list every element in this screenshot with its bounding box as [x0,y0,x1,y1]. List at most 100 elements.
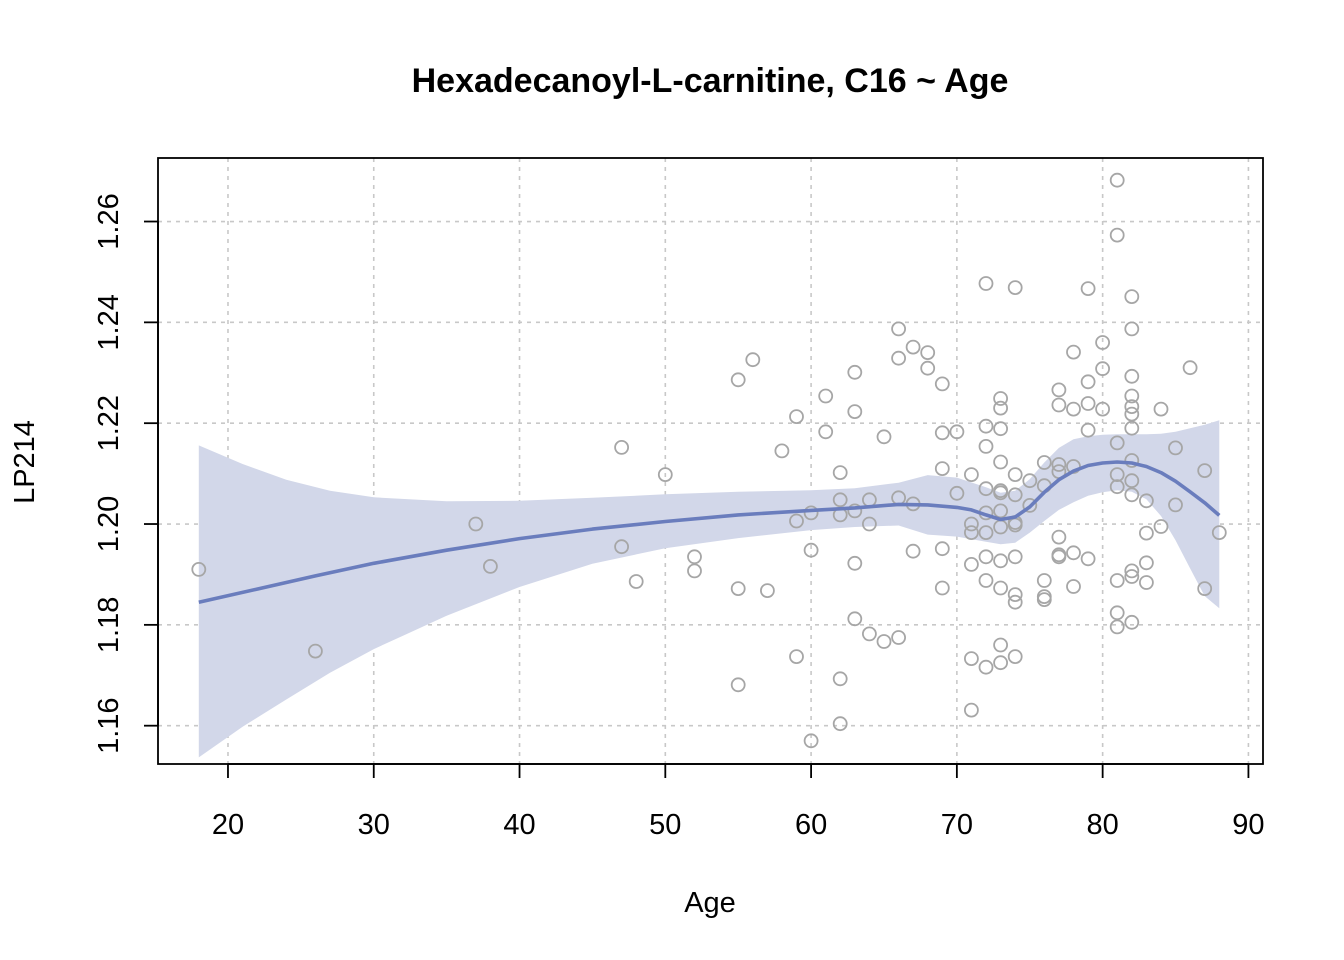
data-point [307,643,323,659]
data-point [803,505,819,521]
data-point [993,637,1008,653]
data-point [1109,573,1125,588]
data-point [1051,549,1067,565]
data-point [1007,467,1023,483]
data-point [1051,397,1067,413]
data-point [832,716,848,732]
data-point [964,516,979,532]
data-point [1080,374,1096,390]
data-point [1124,569,1140,584]
data-point [978,438,994,454]
data-point [993,485,1008,501]
data-point [1080,422,1096,438]
data-point [891,350,906,366]
y-tick-label: 1.16 [93,697,125,753]
data-point [1124,473,1140,489]
data-point [730,581,746,596]
data-point [1080,551,1096,567]
data-point [1124,289,1140,305]
data-point [876,429,892,445]
data-point [789,513,804,529]
data-point [993,655,1008,671]
data-point [1007,549,1023,565]
data-point [905,543,921,559]
y-axis: 1.16 1.18 1.20 1.22 1.24 1.26 [93,193,159,754]
data-point [862,626,877,642]
data-point [993,391,1008,406]
data-point [1211,525,1227,540]
x-tick-label: 80 [1087,809,1119,841]
data-point [1153,401,1169,417]
data-point [1007,280,1023,296]
data-point [847,404,863,420]
data-point [789,409,804,425]
data-point [934,541,950,557]
chart-title: Hexadecanoyl-L-carnitine, C16 ~ Age [412,62,1009,100]
y-tick-label: 1.22 [93,395,125,451]
data-point [818,388,834,404]
data-point [1007,649,1023,664]
data-point [934,376,950,392]
points-layer [191,172,1227,749]
x-axis-label: Age [684,887,736,919]
data-point [1124,614,1140,630]
data-point [964,467,979,483]
data-point [1066,545,1081,561]
x-tick-label: 30 [358,809,390,841]
data-point [628,574,644,589]
data-point [1051,457,1067,472]
data-point [876,634,892,649]
data-point [993,580,1008,596]
data-point [614,539,629,555]
data-point [1153,519,1169,534]
data-point [847,555,863,571]
grid-layer [158,158,1263,764]
fit-line [198,460,1221,604]
data-point [847,364,863,380]
data-point [1080,281,1096,297]
data-point [920,360,936,376]
data-point [1066,401,1081,417]
data-point [978,659,994,675]
data-point [920,345,936,361]
data-point [745,352,761,368]
data-point [1109,619,1125,635]
data-point [1036,573,1052,588]
data-point [1124,399,1140,415]
data-point [1124,368,1140,384]
x-tick-label: 50 [649,809,681,841]
data-point [891,321,906,337]
data-point [789,649,804,664]
data-point [1168,440,1183,456]
data-point [1036,592,1052,607]
data-point [993,454,1008,470]
data-point [687,563,702,579]
y-tick-label: 1.24 [93,294,125,350]
data-point [1139,555,1154,571]
data-point [964,525,979,540]
data-point [1139,575,1154,590]
data-point [978,525,994,540]
data-point [964,557,979,572]
data-point [1109,435,1125,451]
data-point [1095,361,1110,377]
data-point [978,549,994,565]
data-point [1124,453,1140,468]
data-point [978,276,994,291]
data-point [1109,605,1125,621]
data-point [818,424,834,440]
data-point [993,400,1008,416]
y-axis-label: LP214 [9,420,41,504]
y-tick-label: 1.26 [93,193,125,249]
data-point [1124,321,1140,337]
data-point [993,421,1008,437]
data-point [1109,172,1125,188]
data-point [1124,420,1140,436]
data-point [1007,587,1023,602]
data-point [1182,360,1198,376]
data-point [978,481,994,497]
data-point [832,492,848,508]
data-point [468,516,484,532]
data-point [1124,563,1140,579]
